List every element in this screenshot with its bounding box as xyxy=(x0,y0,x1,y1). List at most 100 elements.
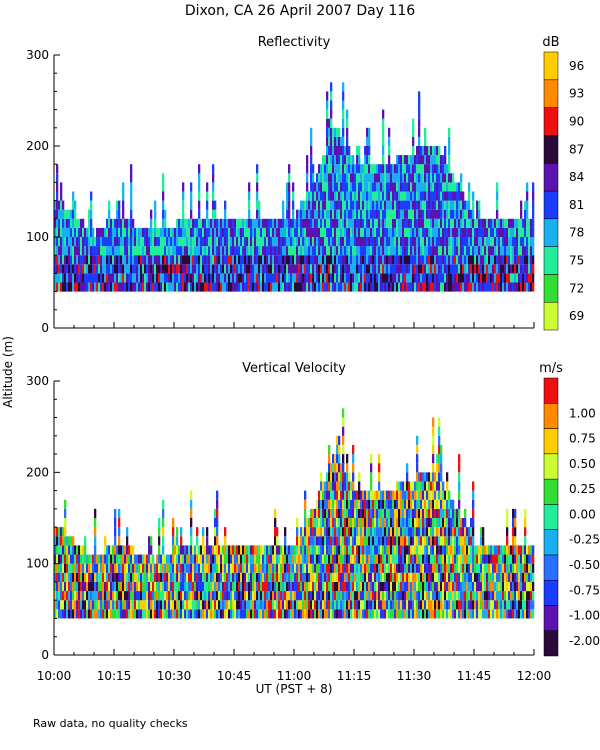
heatmap-cell xyxy=(420,563,423,573)
heatmap-cell xyxy=(306,182,309,192)
heatmap-cell xyxy=(224,581,227,592)
heatmap-cell xyxy=(382,109,385,119)
heatmap-cell xyxy=(106,273,109,283)
heatmap-cell xyxy=(162,527,165,537)
heatmap-cell xyxy=(414,536,417,546)
heatmap-cell xyxy=(66,572,69,582)
heatmap-cell xyxy=(80,591,83,601)
heatmap-cell xyxy=(170,581,173,592)
heatmap-cell xyxy=(116,200,119,210)
heatmap-cell xyxy=(438,155,441,165)
heatmap-cell xyxy=(218,591,221,601)
heatmap-cell xyxy=(366,173,369,183)
heatmap-cell xyxy=(364,600,367,610)
heatmap-cell xyxy=(112,264,115,274)
heatmap-cell xyxy=(410,609,413,619)
heatmap-cell xyxy=(368,191,371,201)
heatmap-cell xyxy=(190,282,193,292)
heatmap-cell xyxy=(376,490,379,500)
heatmap-cell xyxy=(338,182,341,192)
heatmap-cell xyxy=(194,255,197,265)
heatmap-cell xyxy=(428,273,431,283)
heatmap-cell xyxy=(386,591,389,601)
heatmap-cell xyxy=(340,463,343,473)
heatmap-cell xyxy=(346,255,349,265)
heatmap-cell xyxy=(490,273,493,283)
heatmap-cell xyxy=(124,545,127,555)
heatmap-cell xyxy=(532,255,535,265)
heatmap-cell xyxy=(328,218,331,228)
heatmap-cell xyxy=(406,182,409,192)
heatmap-cell xyxy=(332,563,335,573)
heatmap-cell xyxy=(144,572,147,582)
heatmap-cell xyxy=(352,490,355,500)
heatmap-cell xyxy=(456,255,459,265)
heatmap-cell xyxy=(138,591,141,601)
heatmap-cell xyxy=(450,527,453,537)
heatmap-cell xyxy=(312,600,315,610)
heatmap-cell xyxy=(56,581,59,592)
heatmap-cell xyxy=(378,472,381,482)
heatmap-cell xyxy=(396,508,399,518)
heatmap-cell xyxy=(60,581,63,592)
heatmap-cell xyxy=(278,591,281,601)
heatmap-cell xyxy=(64,536,67,546)
heatmap-cell xyxy=(342,246,345,256)
heatmap-cell xyxy=(214,600,217,610)
heatmap-cell xyxy=(442,164,445,174)
heatmap-cell xyxy=(300,218,303,228)
heatmap-cell xyxy=(348,591,351,601)
heatmap-cell xyxy=(320,255,323,265)
heatmap-cell xyxy=(106,554,109,564)
heatmap-cell xyxy=(282,554,285,564)
heatmap-cell xyxy=(60,282,63,292)
heatmap-cell xyxy=(346,536,349,546)
heatmap-cell xyxy=(350,545,353,555)
heatmap-cell xyxy=(358,499,361,509)
heatmap-cell xyxy=(418,518,421,528)
heatmap-cell xyxy=(354,572,357,582)
heatmap-cell xyxy=(392,490,395,500)
heatmap-cell xyxy=(366,182,369,192)
heatmap-cell xyxy=(444,518,447,528)
heatmap-cell xyxy=(188,591,191,601)
heatmap-cell xyxy=(376,200,379,210)
heatmap-cell xyxy=(84,264,87,274)
heatmap-cell xyxy=(208,273,211,283)
heatmap-cell xyxy=(218,545,221,555)
heatmap-cell xyxy=(342,209,345,219)
heatmap-cell xyxy=(200,282,203,292)
heatmap-cell xyxy=(498,273,501,283)
heatmap-cell xyxy=(80,572,83,582)
heatmap-cell xyxy=(282,246,285,256)
heatmap-cell xyxy=(326,155,329,165)
heatmap-cell xyxy=(226,609,229,619)
heatmap-cell xyxy=(428,209,431,219)
heatmap-cell xyxy=(266,237,269,247)
heatmap-cell xyxy=(186,591,189,601)
heatmap-cell xyxy=(90,191,93,201)
heatmap-cell xyxy=(324,246,327,256)
heatmap-cell xyxy=(186,246,189,256)
heatmap-cell xyxy=(418,146,421,156)
heatmap-cell xyxy=(432,237,435,247)
heatmap-cell xyxy=(418,191,421,201)
heatmap-cell xyxy=(434,282,437,292)
heatmap-cell xyxy=(156,237,159,247)
figure-title: Dixon, CA 26 April 2007 Day 116 xyxy=(185,3,415,19)
heatmap-cell xyxy=(400,237,403,247)
heatmap-cell xyxy=(174,572,177,582)
heatmap-cell xyxy=(278,218,281,228)
heatmap-cell xyxy=(422,227,425,237)
heatmap-cell xyxy=(90,554,93,564)
heatmap-cell xyxy=(314,191,317,201)
heatmap-cell xyxy=(86,581,89,592)
heatmap-cell xyxy=(408,572,411,582)
heatmap-cell xyxy=(226,255,229,265)
heatmap-cell xyxy=(124,255,127,265)
heatmap-cell xyxy=(358,164,361,174)
heatmap-cell xyxy=(346,600,349,610)
heatmap-cell xyxy=(166,282,169,292)
heatmap-cell xyxy=(80,609,83,619)
heatmap-cell xyxy=(370,527,373,537)
